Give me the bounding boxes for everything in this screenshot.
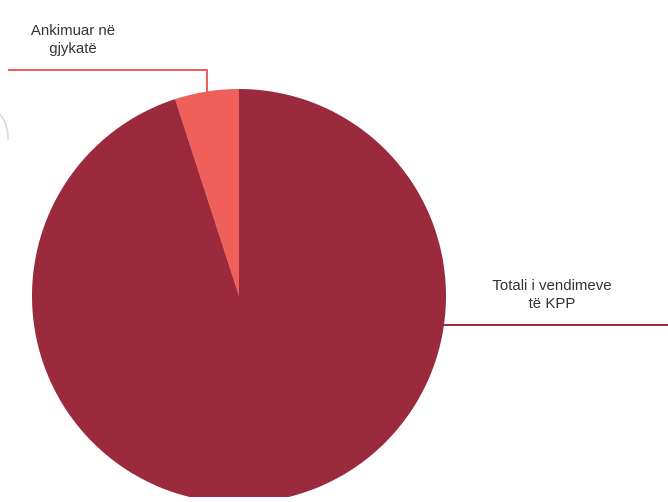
slice-label-0-line-0: Totali i vendimeve (492, 277, 611, 294)
slice-label-0: Totali i vendimeve të KPP (492, 277, 611, 312)
background-decoration (0, 113, 9, 141)
leader-line-1 (8, 69, 208, 109)
decorative-arc (0, 113, 9, 141)
slice-label-0-line-1: të KPP (529, 295, 576, 312)
leader-lines (8, 69, 668, 326)
pie-slices (32, 89, 446, 502)
pie-slice-0 (32, 89, 446, 502)
slice-label-1: Ankimuar në gjykatë (31, 22, 115, 57)
slice-labels: Totali i vendimeve të KPP Ankimuar në gjyka… (31, 22, 612, 312)
pie-slice-1 (175, 89, 239, 296)
slice-label-1-line-0: Ankimuar në (31, 22, 115, 39)
slice-label-1-line-1: gjykatë (49, 40, 97, 57)
